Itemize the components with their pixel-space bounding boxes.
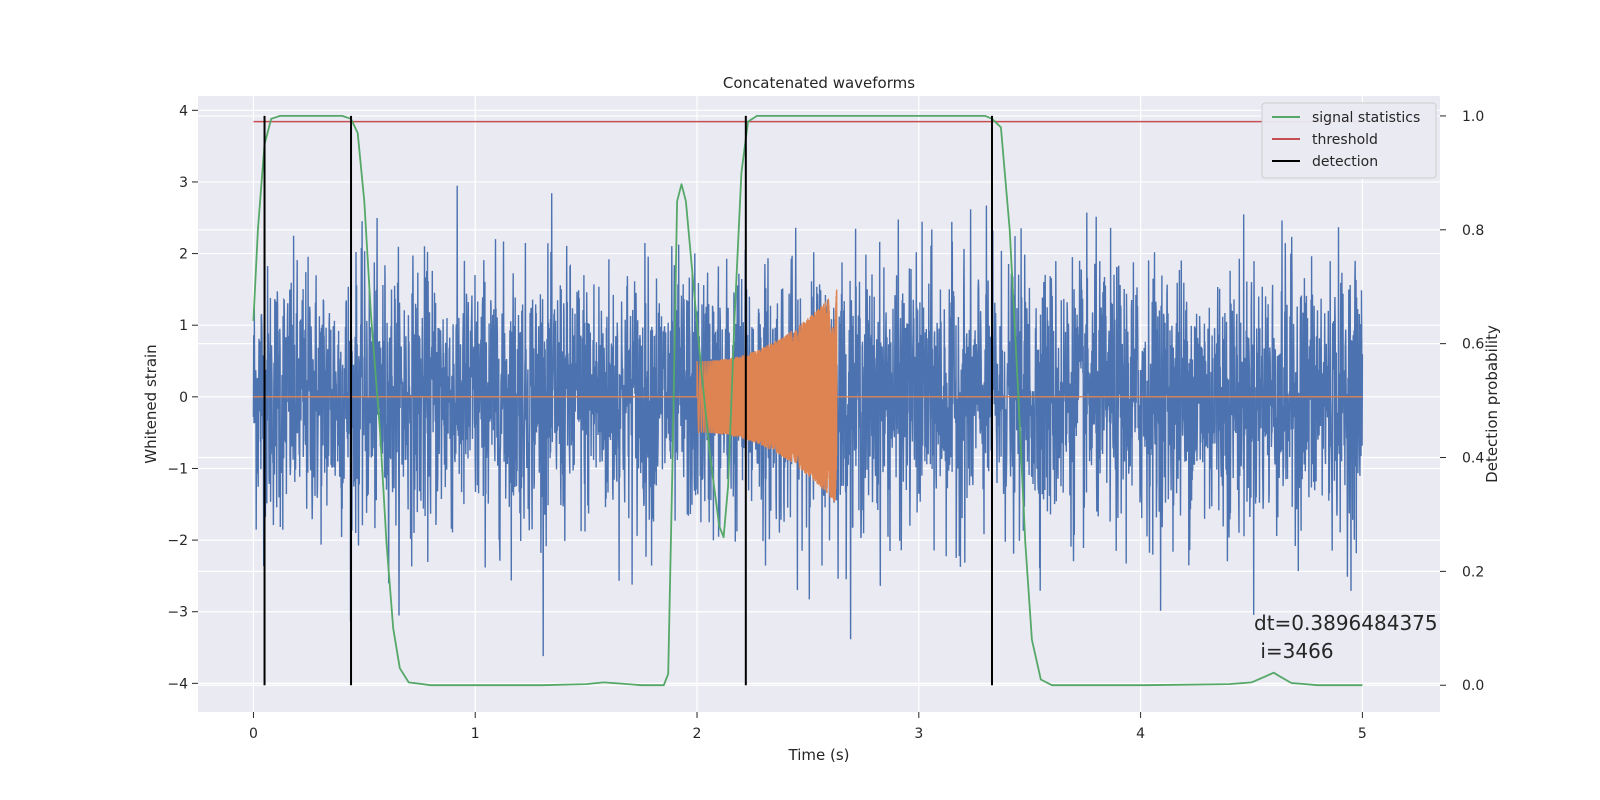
y2-tick-label: 0.0 bbox=[1462, 678, 1484, 694]
y2-tick-label: 0.6 bbox=[1462, 337, 1484, 353]
y-tick-label: 3 bbox=[179, 175, 188, 191]
y-tick-label: 2 bbox=[179, 247, 188, 263]
x-tick-label: 4 bbox=[1136, 726, 1145, 742]
y2-tick-label: 0.8 bbox=[1462, 223, 1484, 239]
x-axis-label: Time (s) bbox=[788, 746, 850, 764]
y-tick-label: 0 bbox=[179, 390, 188, 406]
y-tick-label: 4 bbox=[179, 103, 188, 119]
annotation-dt: dt=0.3896484375 bbox=[1254, 611, 1438, 635]
annotations: dt=0.3896484375 i=3466 bbox=[1254, 611, 1438, 663]
series-injected-waveform bbox=[253, 289, 1363, 502]
series-layer bbox=[252, 115, 1364, 687]
y-tick-label: −3 bbox=[167, 605, 188, 621]
x-tick-label: 1 bbox=[471, 726, 480, 742]
y-tick-label: −4 bbox=[167, 676, 188, 692]
y2-axis-label: Detection probability bbox=[1483, 325, 1501, 483]
legend: signal statistics threshold detection bbox=[1261, 102, 1437, 179]
x-tick-label: 0 bbox=[249, 726, 258, 742]
y-tick-label: 1 bbox=[179, 318, 188, 334]
x-tick-label: 5 bbox=[1358, 726, 1367, 742]
annotation-i: i=3466 bbox=[1254, 639, 1334, 663]
y-tick-label: −2 bbox=[167, 533, 188, 549]
legend-label-signal-statistics: signal statistics bbox=[1312, 110, 1420, 126]
right-axis-ticks: 0.0 0.2 0.4 0.6 0.8 1.0 bbox=[1440, 109, 1484, 694]
x-tick-label: 2 bbox=[693, 726, 702, 742]
y2-tick-label: 0.4 bbox=[1462, 451, 1484, 467]
y-axis-label: Whitened strain bbox=[142, 344, 160, 463]
legend-label-detection: detection bbox=[1312, 154, 1378, 170]
y-tick-label: −1 bbox=[167, 461, 188, 477]
legend-box bbox=[1261, 102, 1437, 179]
legend-label-threshold: threshold bbox=[1312, 132, 1378, 148]
left-axis-ticks: −4 −3 −2 −1 0 1 2 3 4 bbox=[167, 103, 198, 692]
series-signal-statistics bbox=[252, 115, 1363, 687]
y2-tick-label: 0.2 bbox=[1462, 564, 1484, 580]
x-axis-ticks: 0 1 2 3 4 5 bbox=[249, 712, 1367, 742]
x-tick-label: 3 bbox=[914, 726, 923, 742]
y2-tick-label: 1.0 bbox=[1462, 109, 1484, 125]
chart-title: Concatenated waveforms bbox=[723, 74, 915, 92]
